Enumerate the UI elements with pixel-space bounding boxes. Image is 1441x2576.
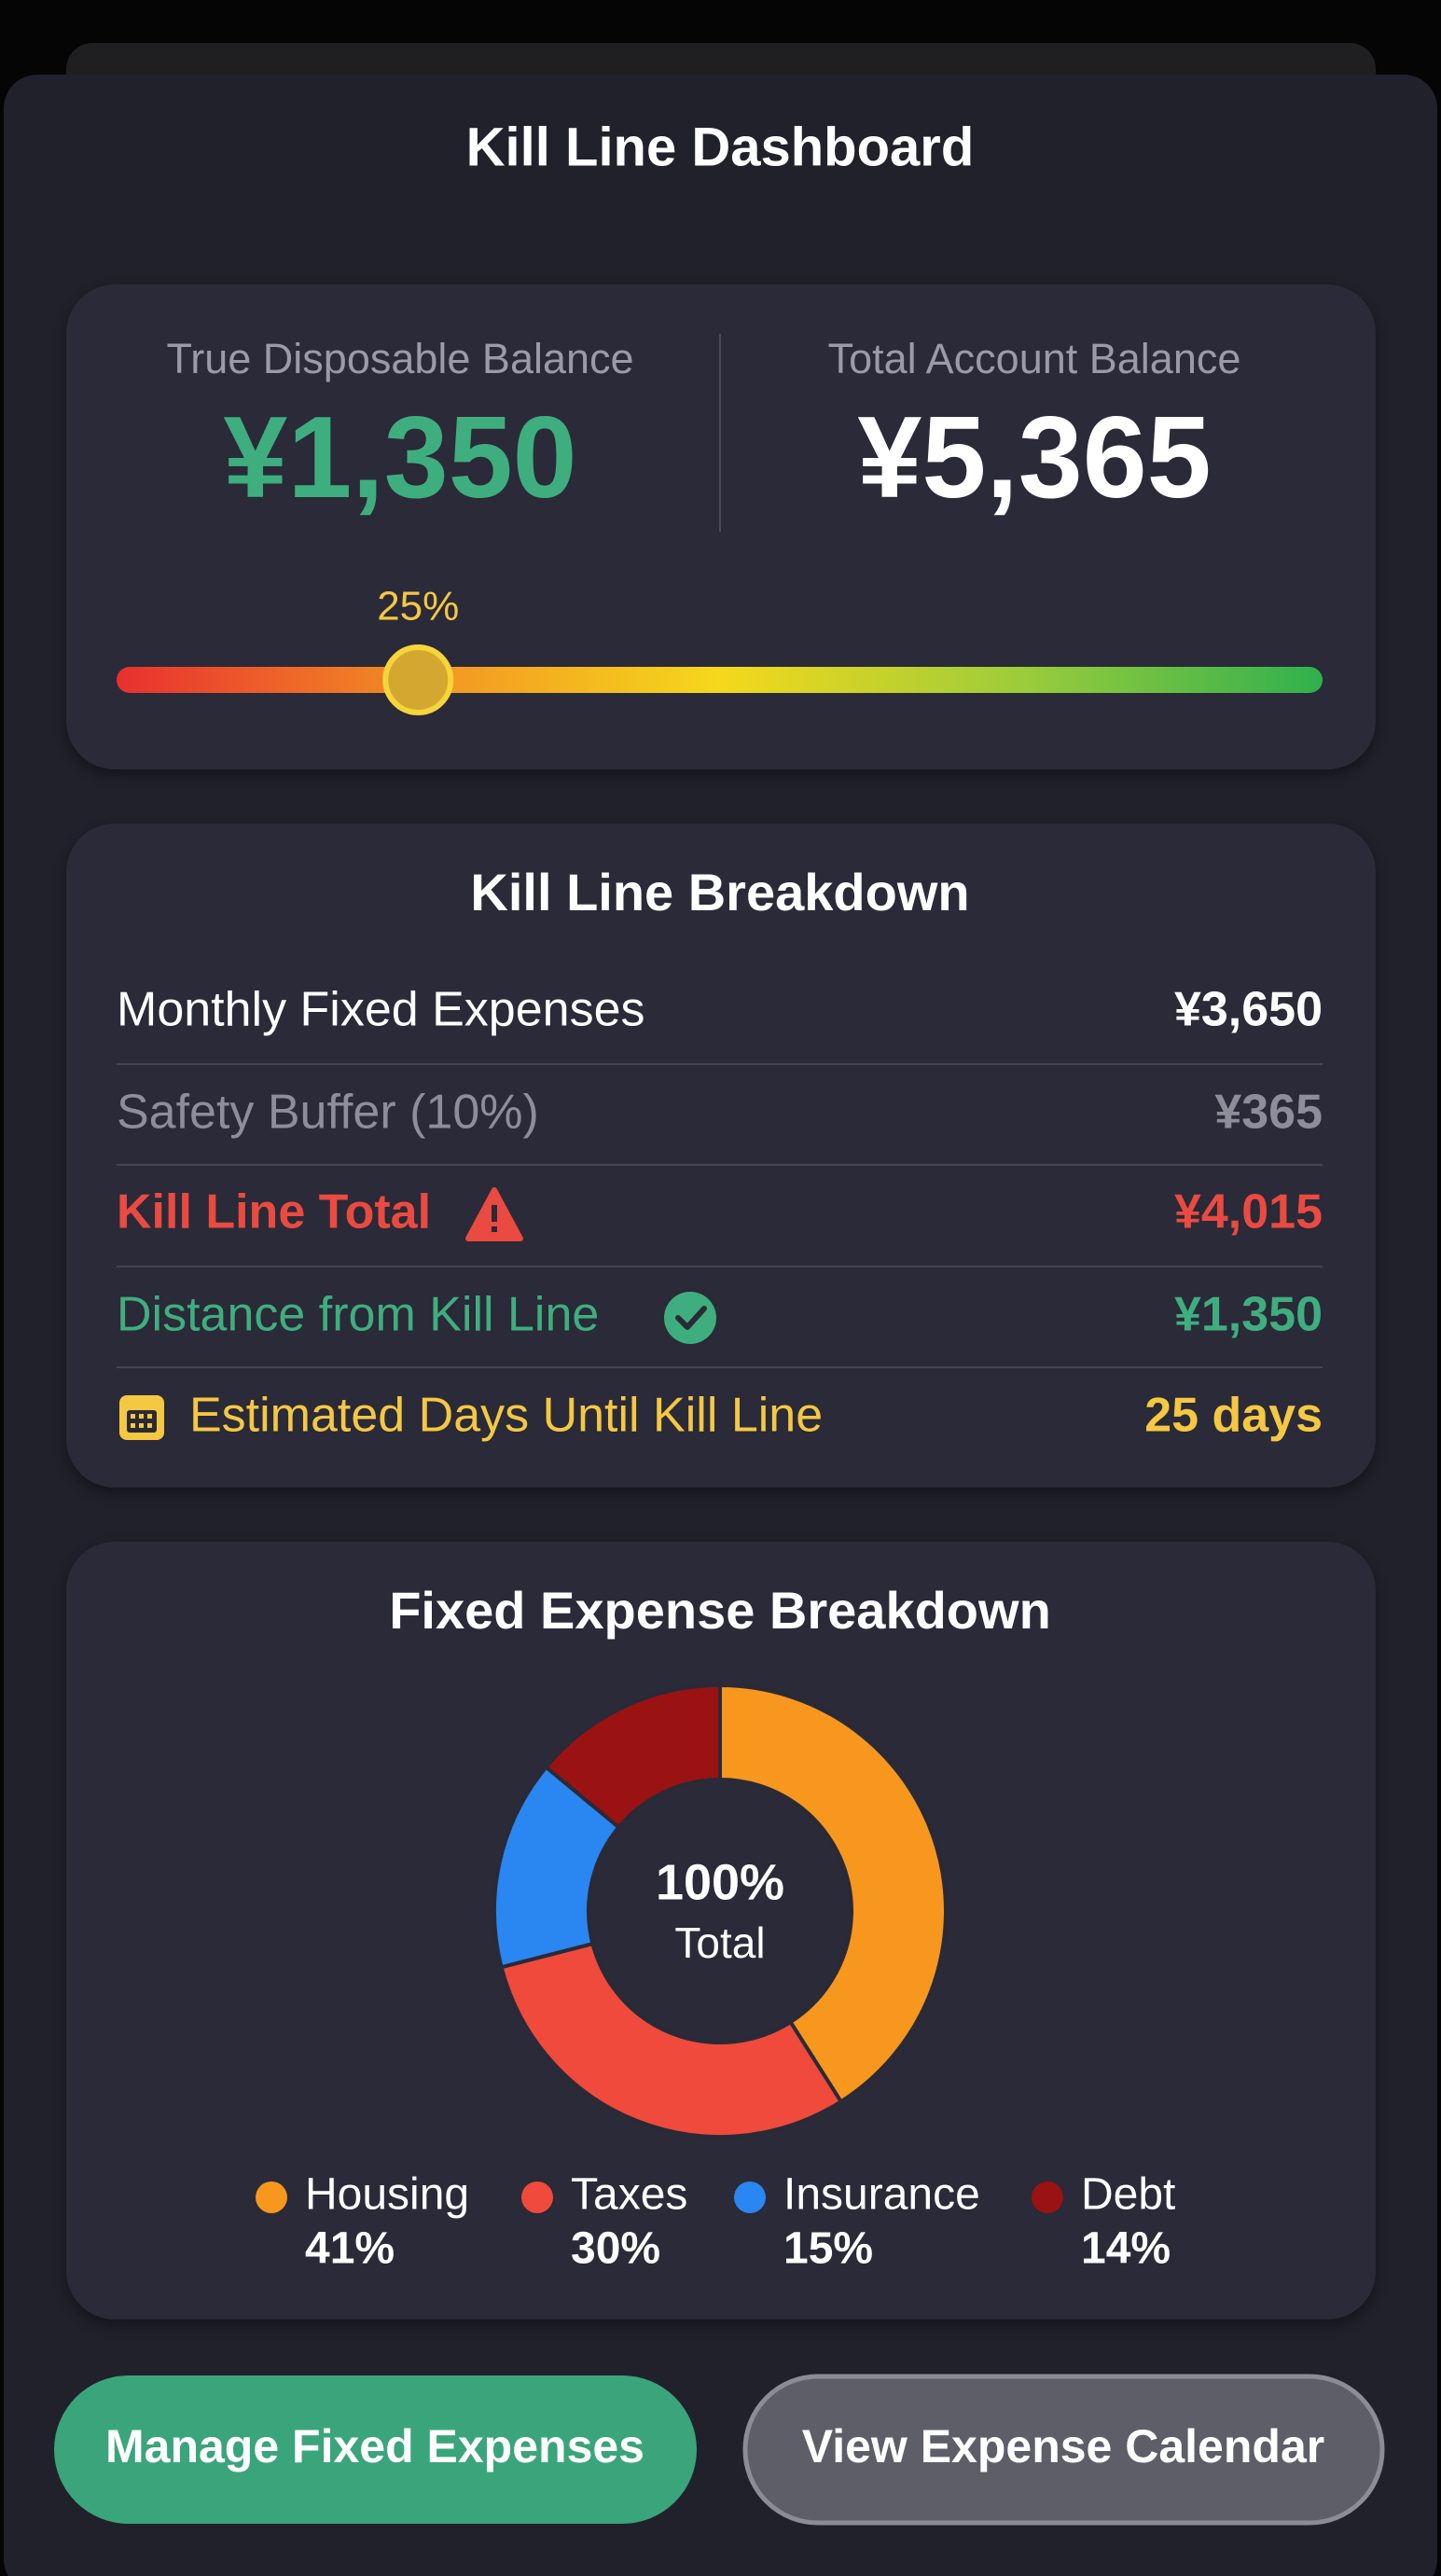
legend-label: Insurance [783,2170,980,2220]
warning-icon [465,1187,523,1241]
card-title: Kill Line Breakdown [470,863,969,921]
legend-value: 15% [783,2224,873,2274]
page-title: Kill Line Dashboard [466,117,975,177]
row-label: Safety Buffer (10%) [117,1086,539,1140]
calendar-button[interactable]: View Expense Calendar [742,2374,1385,2526]
chart-card [66,1542,1376,2320]
legend-value: 14% [1081,2224,1171,2274]
legend-marker [1032,2181,1063,2213]
balance-label: Total Account Balance [828,335,1241,382]
breakdown-card [66,824,1376,1488]
legend-value: 41% [305,2224,395,2274]
legend-marker [521,2181,553,2213]
legend-label: Debt [1081,2170,1175,2220]
gauge-track [117,667,1323,693]
center-value: 100% [656,1854,784,1910]
donut-slice [718,1683,948,2105]
center-label: Total [674,1918,765,1967]
row-value: ¥4,015 [1174,1185,1323,1240]
gauge-knob [382,644,454,715]
row-value: 25 days [1144,1389,1323,1443]
row-value: ¥1,350 [1174,1288,1323,1342]
row-value: ¥365 [1214,1086,1323,1140]
button-label[interactable]: View Expense Calendar [802,2420,1324,2472]
gauge-label: 25% [377,584,459,630]
legend-label: Taxes [571,2170,687,2220]
balance-value: ¥5,365 [857,394,1211,522]
chart-title: Fixed Expense Breakdown [389,1581,1051,1640]
button-label[interactable]: Manage Fixed Expenses [105,2420,644,2472]
row-label: Distance from Kill Line [117,1288,599,1342]
legend-label: Housing [305,2170,469,2220]
calendar-icon [119,1395,164,1440]
manage-button[interactable]: Manage Fixed Expenses [54,2375,697,2524]
balance-label: True Disposable Balance [166,335,633,382]
row-value: ¥3,650 [1174,983,1323,1037]
donut-slice [499,1941,844,2139]
balance-value: ¥1,350 [223,394,576,522]
row-label: Kill Line Total [117,1185,431,1240]
legend-marker [734,2181,766,2213]
legend-marker [256,2181,287,2213]
check-icon [664,1292,716,1344]
legend-value: 30% [571,2224,660,2274]
row-label: Estimated Days Until Kill Line [189,1389,823,1443]
donut-chart [492,1683,948,2139]
row-label: Monthly Fixed Expenses [117,983,645,1037]
donut-slice [543,1683,722,1830]
